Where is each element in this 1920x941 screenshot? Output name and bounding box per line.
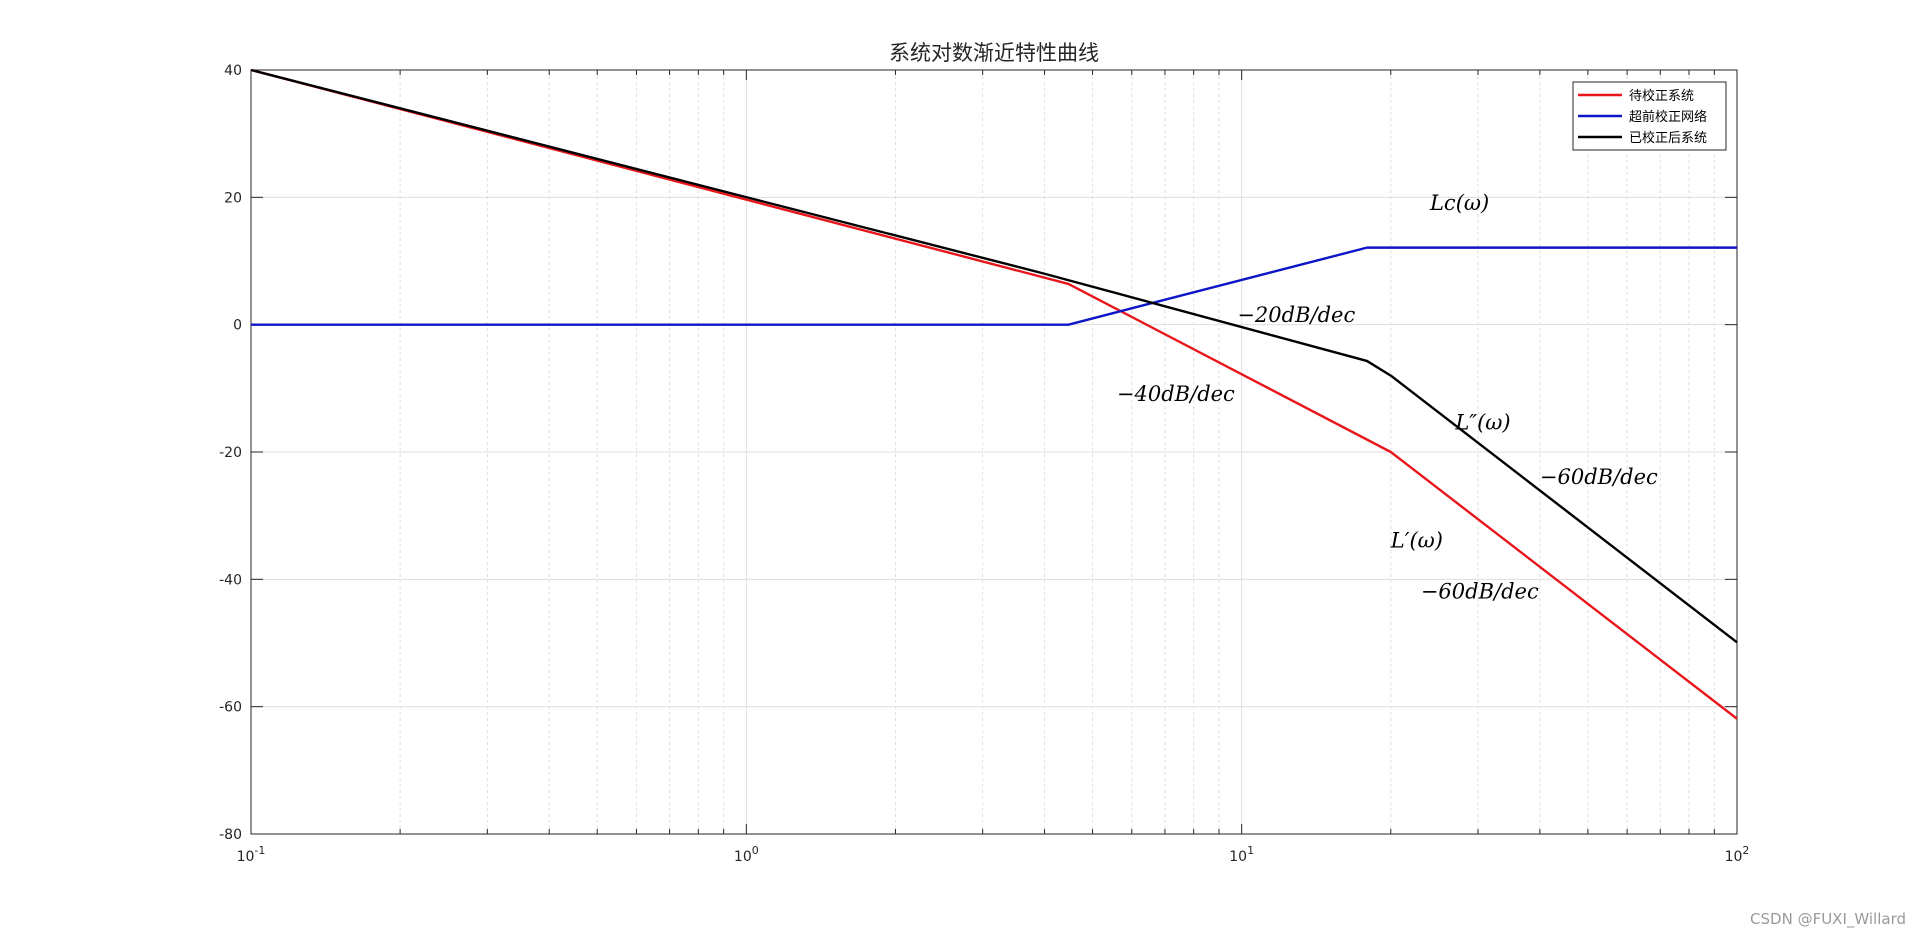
legend-label-series-2: 超前校正网络 [1629,109,1707,125]
chart-title: 系统对数渐近特性曲线 [889,41,1099,65]
x-tick-label: 10-1 [237,844,266,865]
y-tick-label: 40 [224,63,242,79]
series-layer [250,68,1738,720]
legend: 待校正系统 超前校正网络 已校正后系统 [1572,81,1727,151]
legend-label-series-3: 已校正后系统 [1629,130,1707,146]
y-tick-label: -40 [219,572,242,588]
series-line-2 [251,246,1737,326]
x-tick-label: 101 [1229,844,1254,865]
x-tick-label: 100 [734,844,759,865]
grid-layer [251,70,1737,834]
y-tick-label: -60 [219,700,242,716]
y-tick-label: 20 [224,190,242,206]
annotation-2: −20dB/dec [1237,303,1355,327]
y-tick-label: 0 [233,318,242,334]
annotation-5: −60dB/dec [1540,465,1658,489]
y-tick-label: -20 [219,445,242,461]
annotation-7: −60dB/dec [1421,579,1539,603]
x-tick-label: 102 [1725,844,1750,865]
y-tick-label: -80 [219,827,242,843]
watermark: CSDN @FUXI_Willard [1750,910,1906,929]
series-line-1 [250,68,1738,720]
annotation-3: −40dB/dec [1117,382,1235,406]
annotation-6: L′(ω) [1390,529,1443,553]
annotation-layer: Lc(ω) −20dB/dec −40dB/dec L″(ω) −60dB/dec L′(… [1117,191,1658,603]
annotation-4: L″(ω) [1454,411,1510,435]
annotation-1: Lc(ω) [1429,191,1489,215]
legend-label-series-1: 待校正系统 [1629,88,1694,104]
series-line-3 [250,68,1738,644]
